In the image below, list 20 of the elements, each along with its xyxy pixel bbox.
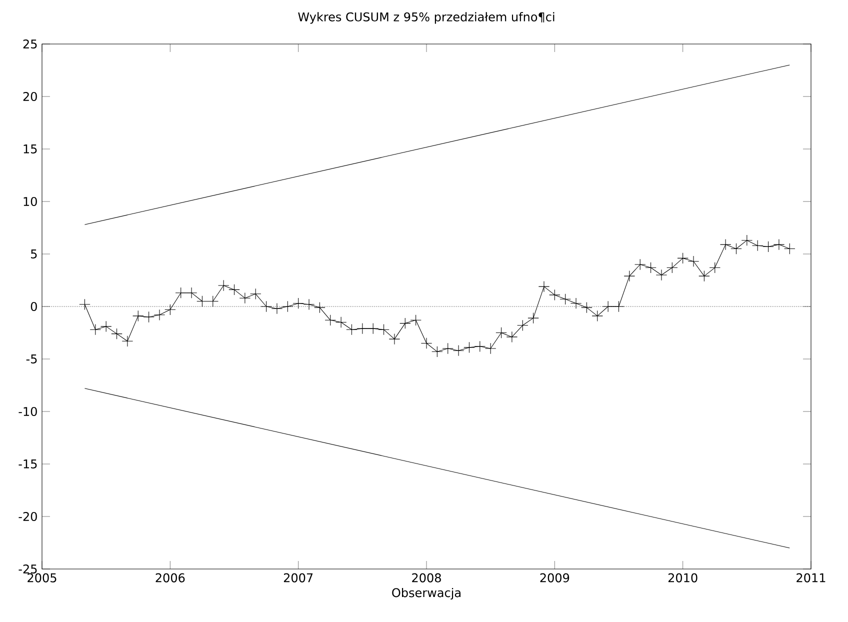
y-tick-label: -25 — [18, 564, 37, 574]
y-tick-label: 20 — [23, 92, 37, 102]
x-tick-label: 2009 — [540, 573, 570, 582]
x-tick-label: 2006 — [156, 573, 185, 582]
x-tick-label: 2010 — [668, 573, 698, 582]
chart-title: Wykres CUSUM z 95% przedziałem ufno¶ci — [298, 12, 554, 24]
y-tick-label: 0 — [30, 302, 37, 312]
y-tick-label: -20 — [18, 512, 37, 522]
y-tick-label: -15 — [18, 460, 37, 468]
x-axis-title: Obserwacja — [392, 588, 460, 600]
y-tick-label: 25 — [23, 39, 37, 49]
x-tick-label: 2007 — [284, 573, 313, 582]
y-tick-label: 15 — [24, 144, 37, 154]
x-tick-label: 2005 — [28, 573, 56, 582]
y-tick-label: -5 — [26, 354, 37, 364]
y-tick-label: -10 — [18, 406, 37, 416]
x-tick-label: 2011 — [796, 573, 826, 582]
y-tick-label: 10 — [24, 196, 37, 206]
x-tick-label: 2008 — [412, 573, 441, 582]
y-tick-label: 5 — [31, 250, 37, 258]
